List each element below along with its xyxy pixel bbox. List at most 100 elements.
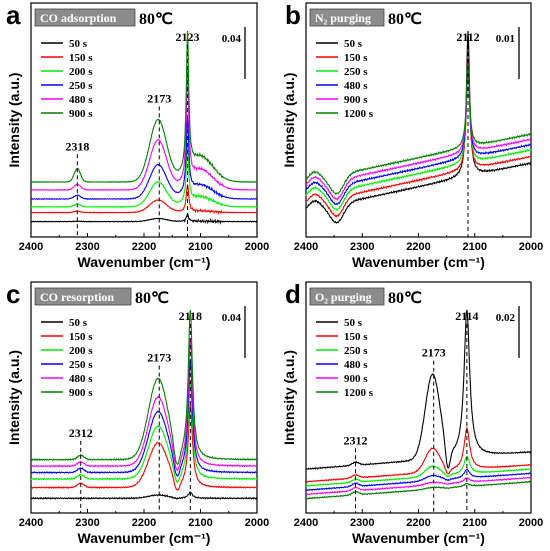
series-line-480s <box>305 65 532 206</box>
peak-label: 2173 <box>147 91 171 105</box>
panel-c: 2400 2300 2200 2100 2000 Wavenumber (cm⁻¹) Int… <box>6 279 269 546</box>
legend-entry: 50 s <box>69 317 88 329</box>
x-tick-label: 2000 <box>519 241 543 253</box>
legend-entry: 900 s <box>344 373 368 385</box>
series-line-50s <box>306 30 532 224</box>
legend-entry: 150 s <box>69 52 93 64</box>
temperature-label: 80℃ <box>388 290 422 307</box>
series-line-50s <box>305 309 532 470</box>
legend-entry: 150 s <box>344 331 368 343</box>
scale-bar-label: 0.04 <box>222 33 242 45</box>
panel-title: N₂ purging <box>315 11 371 25</box>
peak-label: 2312 <box>69 426 93 440</box>
y-axis-label: Intensity (a.u.) <box>6 73 22 168</box>
x-tick-label: 2400 <box>19 517 43 529</box>
x-tick-label: 2200 <box>406 241 430 253</box>
series-line-250s <box>305 65 532 212</box>
legend-entry: 50 s <box>344 317 363 329</box>
x-tick-label: 2100 <box>188 517 212 529</box>
series-line-1200s <box>305 480 532 500</box>
series-line-150s <box>30 183 258 216</box>
series-line-480s <box>305 468 532 492</box>
x-tick-label: 2100 <box>463 241 487 253</box>
x-axis-label: Wavenumber (cm⁻¹) <box>352 254 485 270</box>
x-tick-label: 2200 <box>132 517 156 529</box>
title-box <box>34 287 132 306</box>
panel-letter: b <box>285 0 301 30</box>
legend-entry: 900 s <box>69 108 93 120</box>
legend-entry: 480 s <box>344 80 368 92</box>
y-axis-label: Intensity (a.u.) <box>281 73 297 168</box>
x-tick-label: 2200 <box>132 241 156 253</box>
series-line-900s <box>30 309 258 465</box>
title-box <box>309 287 385 306</box>
legend-entry: 900 s <box>69 387 93 399</box>
panel-d: 2400 2300 2200 2100 2000 Wavenumber (cm⁻¹) Int… <box>281 279 543 546</box>
legend-entry: 480 s <box>344 359 368 371</box>
panel-b: 2400 2300 2200 2100 2000 Wavenumber (cm⁻¹) Int… <box>281 0 543 270</box>
panel-letter: c <box>6 279 20 309</box>
legend-entry: 150 s <box>344 52 368 64</box>
panel-title: O₂ purging <box>315 290 372 304</box>
x-tick-label: 2400 <box>294 517 318 529</box>
series-line-1200s <box>305 64 532 196</box>
legend-entry: 250 s <box>69 359 93 371</box>
panel-letter: d <box>285 279 301 309</box>
title-box <box>34 8 136 27</box>
x-tick-label: 2100 <box>463 517 487 529</box>
legend-entry: 150 s <box>69 331 93 343</box>
scale-bar-label: 0.04 <box>222 312 242 324</box>
legend-entry: 250 s <box>69 80 93 92</box>
temperature-label: 80℃ <box>135 290 169 307</box>
series-line-900s <box>30 30 258 184</box>
series-line-200s <box>30 381 258 484</box>
legend-entry: 250 s <box>344 345 368 357</box>
legend-entry: 50 s <box>69 38 88 50</box>
legend-entry: 1200 s <box>344 387 374 399</box>
series-line-480s <box>30 338 258 472</box>
legend-entry: 900 s <box>344 94 368 106</box>
legend-entry: 250 s <box>344 66 368 78</box>
legend-entry: 200 s <box>69 66 93 78</box>
legend-entry: 1200 s <box>344 108 374 120</box>
legend-entry: 200 s <box>69 345 93 357</box>
series-line-50s <box>30 212 258 225</box>
series-line-250s <box>305 455 532 487</box>
series-line-480s <box>30 70 258 192</box>
peak-label: 2173 <box>147 351 171 365</box>
title-box <box>309 8 385 27</box>
peak-label: 2118 <box>179 309 202 323</box>
x-tick-label: 2400 <box>19 241 43 253</box>
x-tick-label: 2000 <box>519 517 543 529</box>
panel-title: CO resorption <box>40 290 114 304</box>
series-line-200s <box>30 147 258 209</box>
x-tick-label: 2300 <box>350 517 374 529</box>
peak-label: 2312 <box>344 433 368 447</box>
series-line-900s <box>305 64 532 201</box>
x-tick-label: 2300 <box>75 517 99 529</box>
peak-label: 2112 <box>456 30 479 44</box>
x-axis-label: Wavenumber (cm⁻¹) <box>352 530 485 546</box>
x-tick-label: 2100 <box>188 241 212 253</box>
x-tick-label: 2200 <box>406 517 430 529</box>
peak-label: 2318 <box>65 139 89 153</box>
series-line-250s <box>30 116 258 201</box>
legend-entry: 50 s <box>344 38 363 50</box>
x-tick-label: 2000 <box>245 517 269 529</box>
scale-bar-label: 0.02 <box>496 312 516 324</box>
series-line-50s <box>30 491 258 501</box>
legend-entry: 480 s <box>69 94 93 106</box>
series-line-150s <box>305 426 532 483</box>
series-line-150s <box>305 60 532 218</box>
x-tick-label: 2400 <box>294 241 318 253</box>
temperature-label: 80℃ <box>139 11 173 28</box>
temperature-label: 80℃ <box>388 11 422 28</box>
series-line-900s <box>305 476 532 496</box>
legend-entry: 480 s <box>69 373 93 385</box>
peak-label: 2173 <box>422 346 446 360</box>
y-axis-label: Intensity (a.u.) <box>281 350 297 445</box>
series-line-250s <box>30 360 258 477</box>
peak-label: 2123 <box>176 30 200 44</box>
panel-letter: a <box>6 0 21 30</box>
